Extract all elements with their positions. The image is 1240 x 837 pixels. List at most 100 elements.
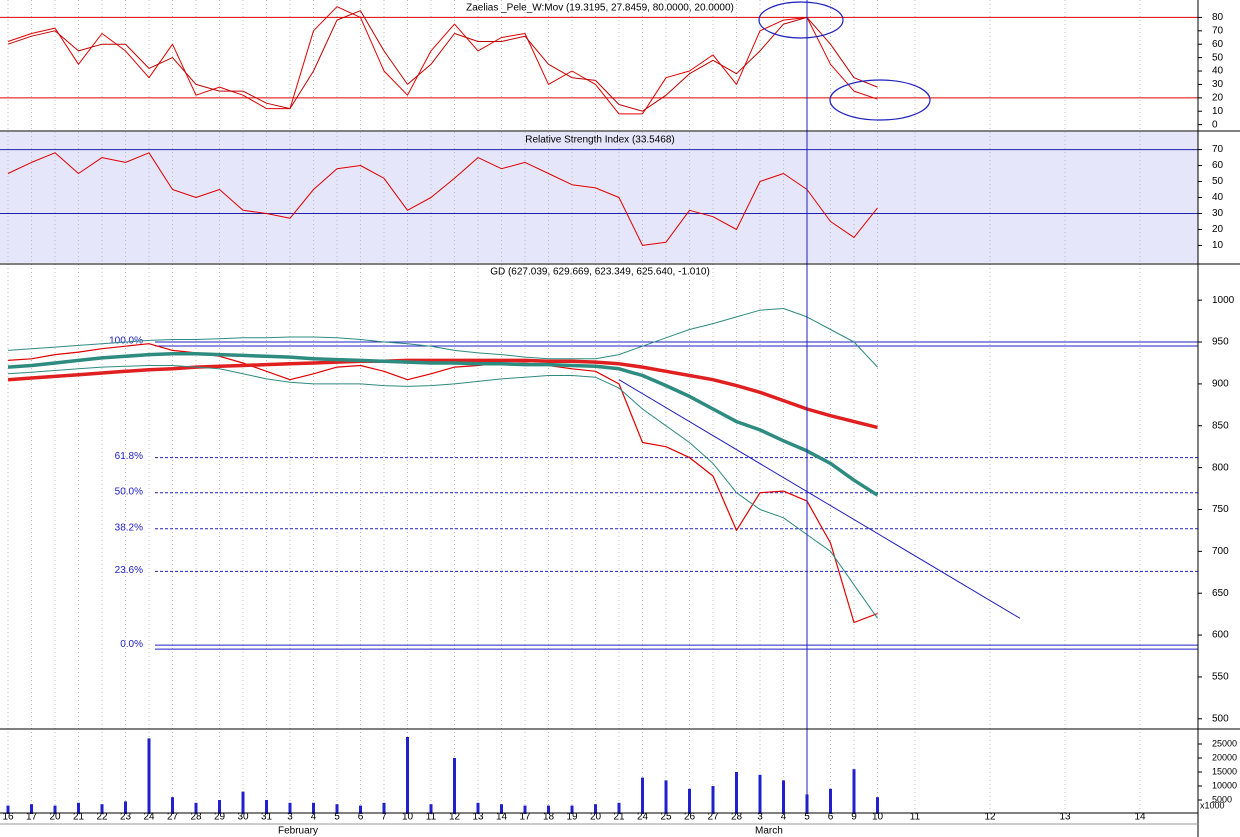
y-tick-label: 10 — [1212, 240, 1224, 251]
volume-bar — [782, 780, 785, 814]
y-tick-label: 700 — [1212, 546, 1229, 557]
volume-bar — [711, 786, 715, 814]
x-tick-label: 11 — [910, 812, 921, 823]
x-tick-label: 20 — [590, 812, 602, 823]
volume-bar — [876, 797, 879, 814]
fib-label: 38.2% — [115, 522, 143, 533]
y-tick-label: 600 — [1212, 630, 1229, 641]
trendline — [618, 379, 1021, 619]
y-tick-label: 50 — [1212, 176, 1224, 187]
x-tick-label: 10 — [872, 812, 884, 823]
volume-bar — [735, 772, 738, 814]
y-tick-label: 550 — [1212, 672, 1229, 683]
volume-bar — [124, 801, 127, 814]
x-tick-label: 31 — [261, 812, 273, 823]
series-line — [7, 308, 878, 368]
x-tick-label: 14 — [496, 812, 508, 823]
y-tick-label: 10000 — [1212, 780, 1237, 790]
x-tick-label: 27 — [167, 812, 179, 823]
y-tick-label: 25000 — [1212, 738, 1237, 748]
y-tick-label: 20 — [1212, 92, 1224, 103]
x-tick-label: 13 — [1059, 812, 1071, 823]
volume-bar — [77, 802, 80, 814]
y-tick-label: 70 — [1212, 144, 1224, 155]
y-tick-label: 0 — [1212, 119, 1218, 130]
x-tick-label: 4 — [311, 812, 317, 823]
y-tick-label: 30 — [1212, 79, 1224, 90]
x-tick-label: 6 — [358, 812, 364, 823]
month-label: March — [755, 826, 783, 837]
series-line — [7, 358, 878, 430]
y-tick-label: 70 — [1212, 25, 1224, 36]
y-tick-label: 30 — [1212, 208, 1224, 219]
y-tick-label: 850 — [1212, 420, 1229, 431]
volume-bar — [359, 805, 362, 814]
x-tick-label: 4 — [781, 812, 787, 823]
y-tick-label: 800 — [1212, 462, 1229, 473]
fib-label: 23.6% — [115, 565, 143, 576]
volume-bar — [382, 802, 386, 814]
y-tick-label: 650 — [1212, 588, 1229, 599]
rsi-panel-bg — [0, 132, 1198, 263]
x-tick-label: 24 — [637, 812, 649, 823]
volume-bar — [53, 805, 57, 814]
volume-bar — [594, 804, 597, 814]
volume-bar — [758, 774, 762, 814]
volume-bar — [641, 777, 644, 814]
y-tick-label: 500 — [1212, 713, 1229, 724]
x-tick-label: 3 — [287, 812, 293, 823]
x-tick-label: 10 — [402, 812, 414, 823]
y-tick-label: 80 — [1212, 12, 1224, 23]
x-tick-label: 21 — [613, 812, 625, 823]
x-tick-label: 19 — [566, 812, 578, 823]
annotation-ellipse — [758, 1, 844, 39]
x-tick-label: 25 — [660, 812, 672, 823]
x-tick-label: 16 — [2, 812, 14, 823]
series-line — [7, 343, 878, 624]
volume-bar — [171, 797, 174, 814]
plot-layer: 16 17 20 21 22 23 24 27 28 29 30 31 3 4 5 6 7 10 11 12 13 14 1… — [0, 6, 1237, 823]
panel-title: GD (627.039, 629.669, 623.349, 625.640, … — [490, 267, 710, 278]
volume-bar — [100, 804, 104, 814]
y-tick-label: 5000 — [1212, 794, 1232, 804]
x-tick-label: 7 — [381, 812, 387, 823]
x-tick-label: 3 — [757, 812, 763, 823]
fib-label: 0.0% — [120, 639, 143, 650]
volume-bar — [829, 788, 832, 814]
volume-bar — [664, 780, 668, 814]
volume-bar — [265, 800, 268, 814]
volume-bar — [241, 791, 245, 814]
volume-bar — [852, 769, 856, 814]
y-tick-label: 40 — [1212, 192, 1224, 203]
y-tick-label: 60 — [1212, 160, 1224, 171]
x-tick-label: 22 — [96, 812, 108, 823]
x-tick-label: 28 — [190, 812, 202, 823]
volume-bar — [476, 802, 480, 814]
x-tick-label: 17 — [519, 812, 531, 823]
volume-bar — [570, 805, 574, 814]
series-line — [7, 365, 878, 619]
x-tick-label: 23 — [120, 812, 132, 823]
volume-bar — [500, 804, 503, 814]
x-tick-label: 29 — [214, 812, 226, 823]
x-tick-label: 30 — [237, 812, 249, 823]
y-tick-label: 50 — [1212, 52, 1224, 63]
y-tick-label: 950 — [1212, 337, 1229, 348]
series-line — [7, 6, 878, 115]
volume-bar — [523, 805, 527, 814]
series-line — [7, 351, 879, 497]
fib-label: 50.0% — [115, 486, 143, 497]
x-tick-label: 28 — [731, 812, 743, 823]
x-tick-label: 9 — [851, 812, 857, 823]
volume-bar — [218, 800, 221, 814]
volume-bar — [406, 737, 409, 814]
y-tick-label: 60 — [1212, 39, 1224, 50]
x-tick-label: 12 — [449, 812, 461, 823]
x-tick-label: 5 — [334, 812, 340, 823]
annotation-ellipse — [829, 79, 931, 121]
x-tick-label: 17 — [26, 812, 38, 823]
volume-unit: x1000 — [1200, 800, 1225, 810]
volume-bar — [453, 758, 456, 814]
